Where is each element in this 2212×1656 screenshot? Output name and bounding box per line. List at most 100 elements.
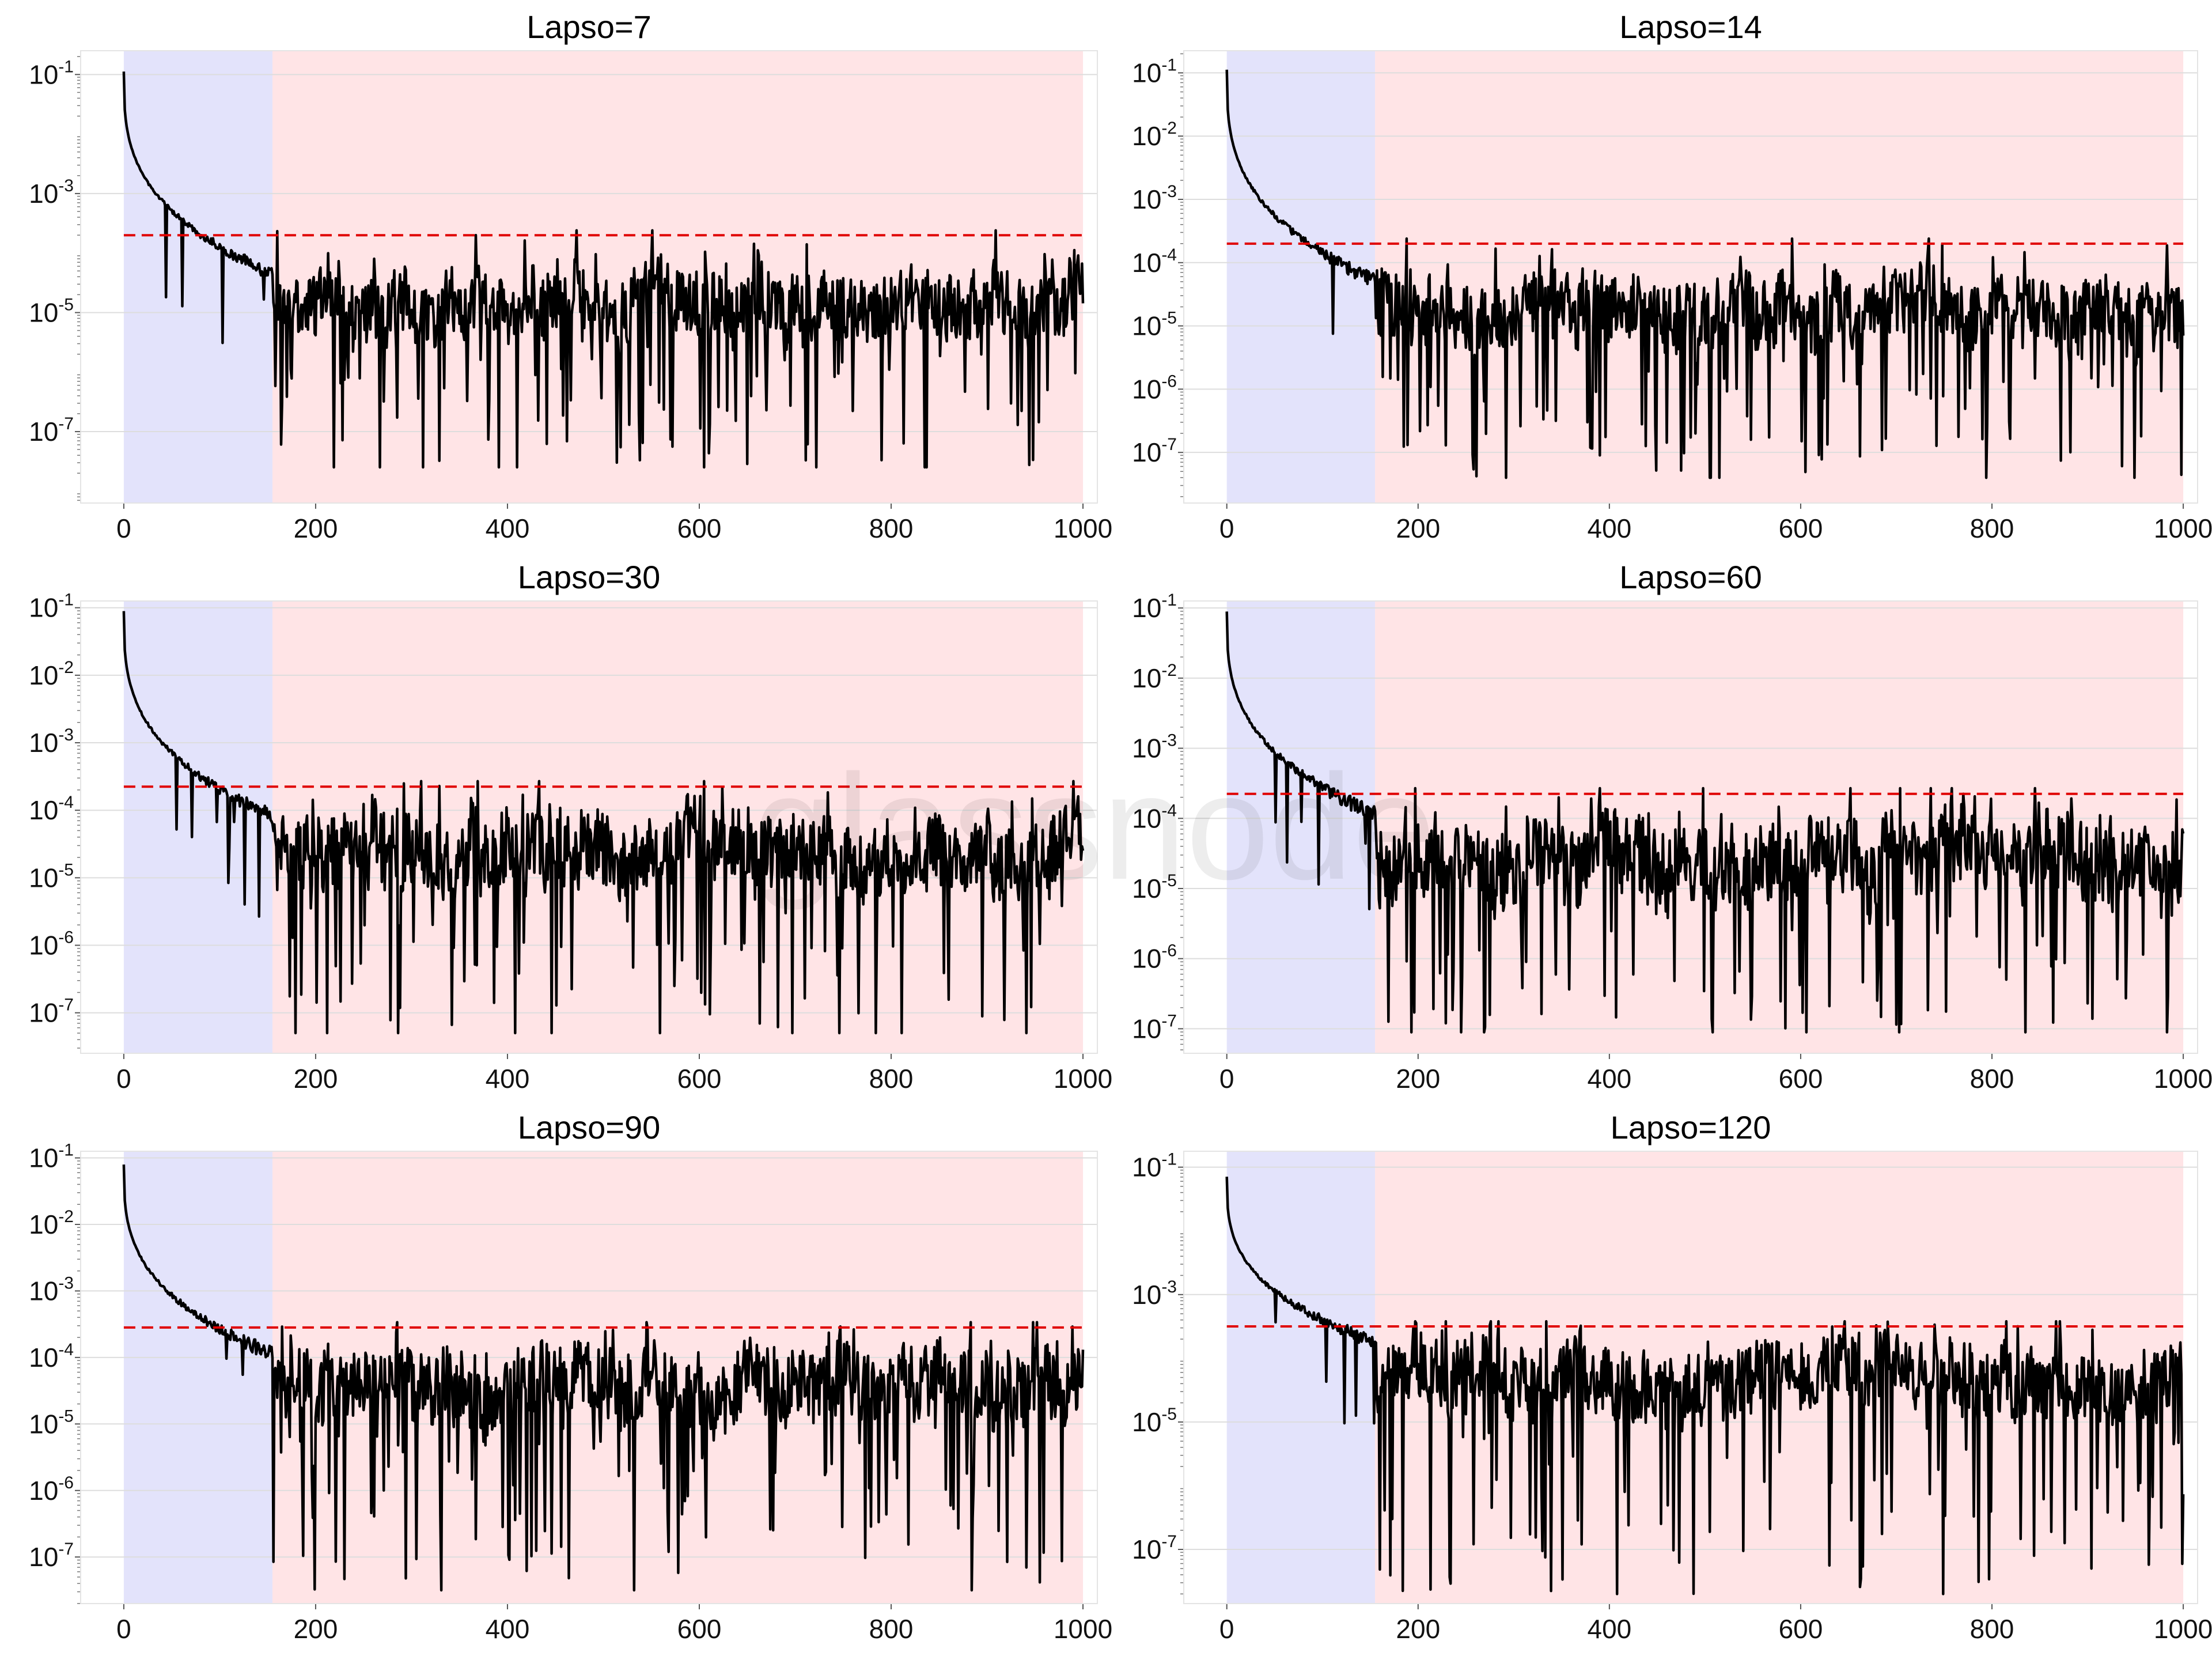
y-tick-label: 10-5 (29, 1407, 74, 1439)
y-tick-label: 10-5 (1132, 1405, 1177, 1437)
y-tick-base: 10 (29, 1476, 58, 1506)
y-tick-base: 10 (1132, 58, 1161, 88)
y-tick-exponent: -7 (1161, 1011, 1177, 1030)
plot-frame (1183, 600, 2198, 1054)
y-tick-exponent: -6 (58, 928, 74, 947)
y-tick-base: 10 (29, 728, 58, 758)
y-tick-exponent: -5 (1161, 309, 1177, 328)
y-tick-exponent: -1 (1161, 1150, 1177, 1169)
y-tick-exponent: -3 (58, 725, 74, 744)
x-tick-label: 200 (1396, 1614, 1440, 1644)
y-tick-base: 10 (29, 1143, 58, 1173)
x-tick-label: 200 (1396, 513, 1440, 543)
y-tick-base: 10 (29, 593, 58, 623)
x-tick-label: 400 (1587, 1614, 1631, 1644)
subplot-grid: 10-110-310-510-70 200 400 600 800 1000Lapso=7… (29, 9, 2212, 1644)
y-tick-exponent: -4 (1161, 801, 1177, 820)
data-series-line (1225, 69, 2185, 479)
y-tick-base: 10 (29, 1209, 58, 1239)
y-tick-label: 10-3 (29, 1273, 74, 1306)
y-tick-exponent: -7 (58, 414, 74, 433)
y-tick-label: 10-6 (29, 1473, 74, 1506)
x-tick-label: 0 (116, 1064, 131, 1094)
plot-frame (80, 600, 1098, 1054)
y-tick-exponent: -6 (1161, 372, 1177, 391)
y-tick-base: 10 (1132, 663, 1161, 693)
x-tick-label: 800 (1970, 1064, 2014, 1094)
y-tick-base: 10 (1132, 374, 1161, 404)
y-tick-base: 10 (1132, 1407, 1161, 1437)
data-series-line (122, 1165, 1085, 1592)
y-tick-base: 10 (1132, 121, 1161, 151)
subplot-title: Lapso=90 (518, 1109, 661, 1145)
y-tick-label: 10-1 (1132, 1150, 1177, 1182)
y-tick-exponent: -7 (1161, 435, 1177, 454)
y-tick-base: 10 (29, 931, 58, 961)
y-tick-label: 10-2 (29, 1207, 74, 1239)
y-tick-label: 10-3 (1132, 731, 1177, 763)
x-tick-label: 800 (869, 1064, 914, 1094)
subplot-title: Lapso=120 (1611, 1109, 1771, 1145)
x-tick-label: 200 (294, 513, 338, 543)
x-tick-label: 200 (294, 1614, 338, 1644)
y-tick-exponent: -4 (58, 793, 74, 812)
y-tick-base: 10 (29, 417, 58, 447)
x-tick-label: 600 (677, 1614, 722, 1644)
y-tick-exponent: -3 (1161, 731, 1177, 750)
y-tick-exponent: -4 (1161, 245, 1177, 264)
y-tick-exponent: -2 (58, 658, 74, 677)
y-tick-base: 10 (1132, 437, 1161, 467)
x-tick-label: 600 (677, 513, 722, 543)
subplot-3: 10-110-210-310-410-510-610-70 200 400 600 80… (29, 559, 1112, 1094)
x-tick-label: 400 (486, 1064, 530, 1094)
y-tick-exponent: -3 (58, 1273, 74, 1292)
y-tick-base: 10 (1132, 1534, 1161, 1564)
x-tick-label: 1000 (2154, 513, 2212, 543)
y-tick-exponent: -7 (58, 1540, 74, 1559)
y-tick-base: 10 (1132, 734, 1161, 763)
y-tick-label: 10-3 (29, 176, 74, 209)
y-tick-exponent: -5 (58, 1407, 74, 1426)
y-tick-base: 10 (1132, 944, 1161, 974)
x-tick-label: 600 (1779, 1064, 1823, 1094)
training-region-band (123, 1151, 273, 1604)
y-tick-base: 10 (29, 863, 58, 893)
y-tick-exponent: -1 (1161, 591, 1177, 610)
y-tick-exponent: -5 (58, 295, 74, 314)
y-tick-exponent: -5 (58, 860, 74, 879)
y-tick-label: 10-3 (1132, 1277, 1177, 1310)
y-tick-label: 10-7 (29, 996, 74, 1028)
y-tick-exponent: -4 (58, 1340, 74, 1359)
y-tick-label: 10-4 (1132, 245, 1177, 278)
data-series-line (1225, 611, 2185, 1034)
y-tick-label: 10-6 (1132, 372, 1177, 404)
x-tick-label: 1000 (1054, 513, 1112, 543)
y-tick-base: 10 (29, 1276, 58, 1306)
x-tick-label: 600 (1779, 1614, 1823, 1644)
x-tick-label: 0 (1219, 1614, 1234, 1644)
x-tick-label: 400 (486, 1614, 530, 1644)
plot-frame (80, 1151, 1098, 1604)
y-tick-base: 10 (29, 998, 58, 1028)
x-tick-label: 200 (294, 1064, 338, 1094)
y-tick-label: 10-7 (1132, 1011, 1177, 1043)
y-tick-base: 10 (29, 1343, 58, 1373)
y-tick-label: 10-7 (1132, 1532, 1177, 1564)
y-tick-base: 10 (1132, 874, 1161, 903)
y-tick-label: 10-3 (1132, 182, 1177, 214)
training-region-band (123, 601, 273, 1053)
y-tick-label: 10-5 (1132, 871, 1177, 903)
training-region-band (1226, 601, 1376, 1053)
data-series-line (122, 611, 1085, 1035)
y-tick-label: 10-4 (1132, 801, 1177, 833)
y-tick-label: 10-1 (29, 591, 74, 623)
y-tick-label: 10-2 (1132, 119, 1177, 151)
x-tick-label: 1000 (2154, 1614, 2212, 1644)
y-tick-label: 10-6 (1132, 942, 1177, 974)
y-tick-base: 10 (1132, 311, 1161, 341)
x-tick-label: 200 (1396, 1064, 1440, 1094)
y-tick-label: 10-2 (29, 658, 74, 690)
y-tick-exponent: -1 (1161, 55, 1177, 74)
y-tick-label: 10-4 (29, 793, 74, 825)
